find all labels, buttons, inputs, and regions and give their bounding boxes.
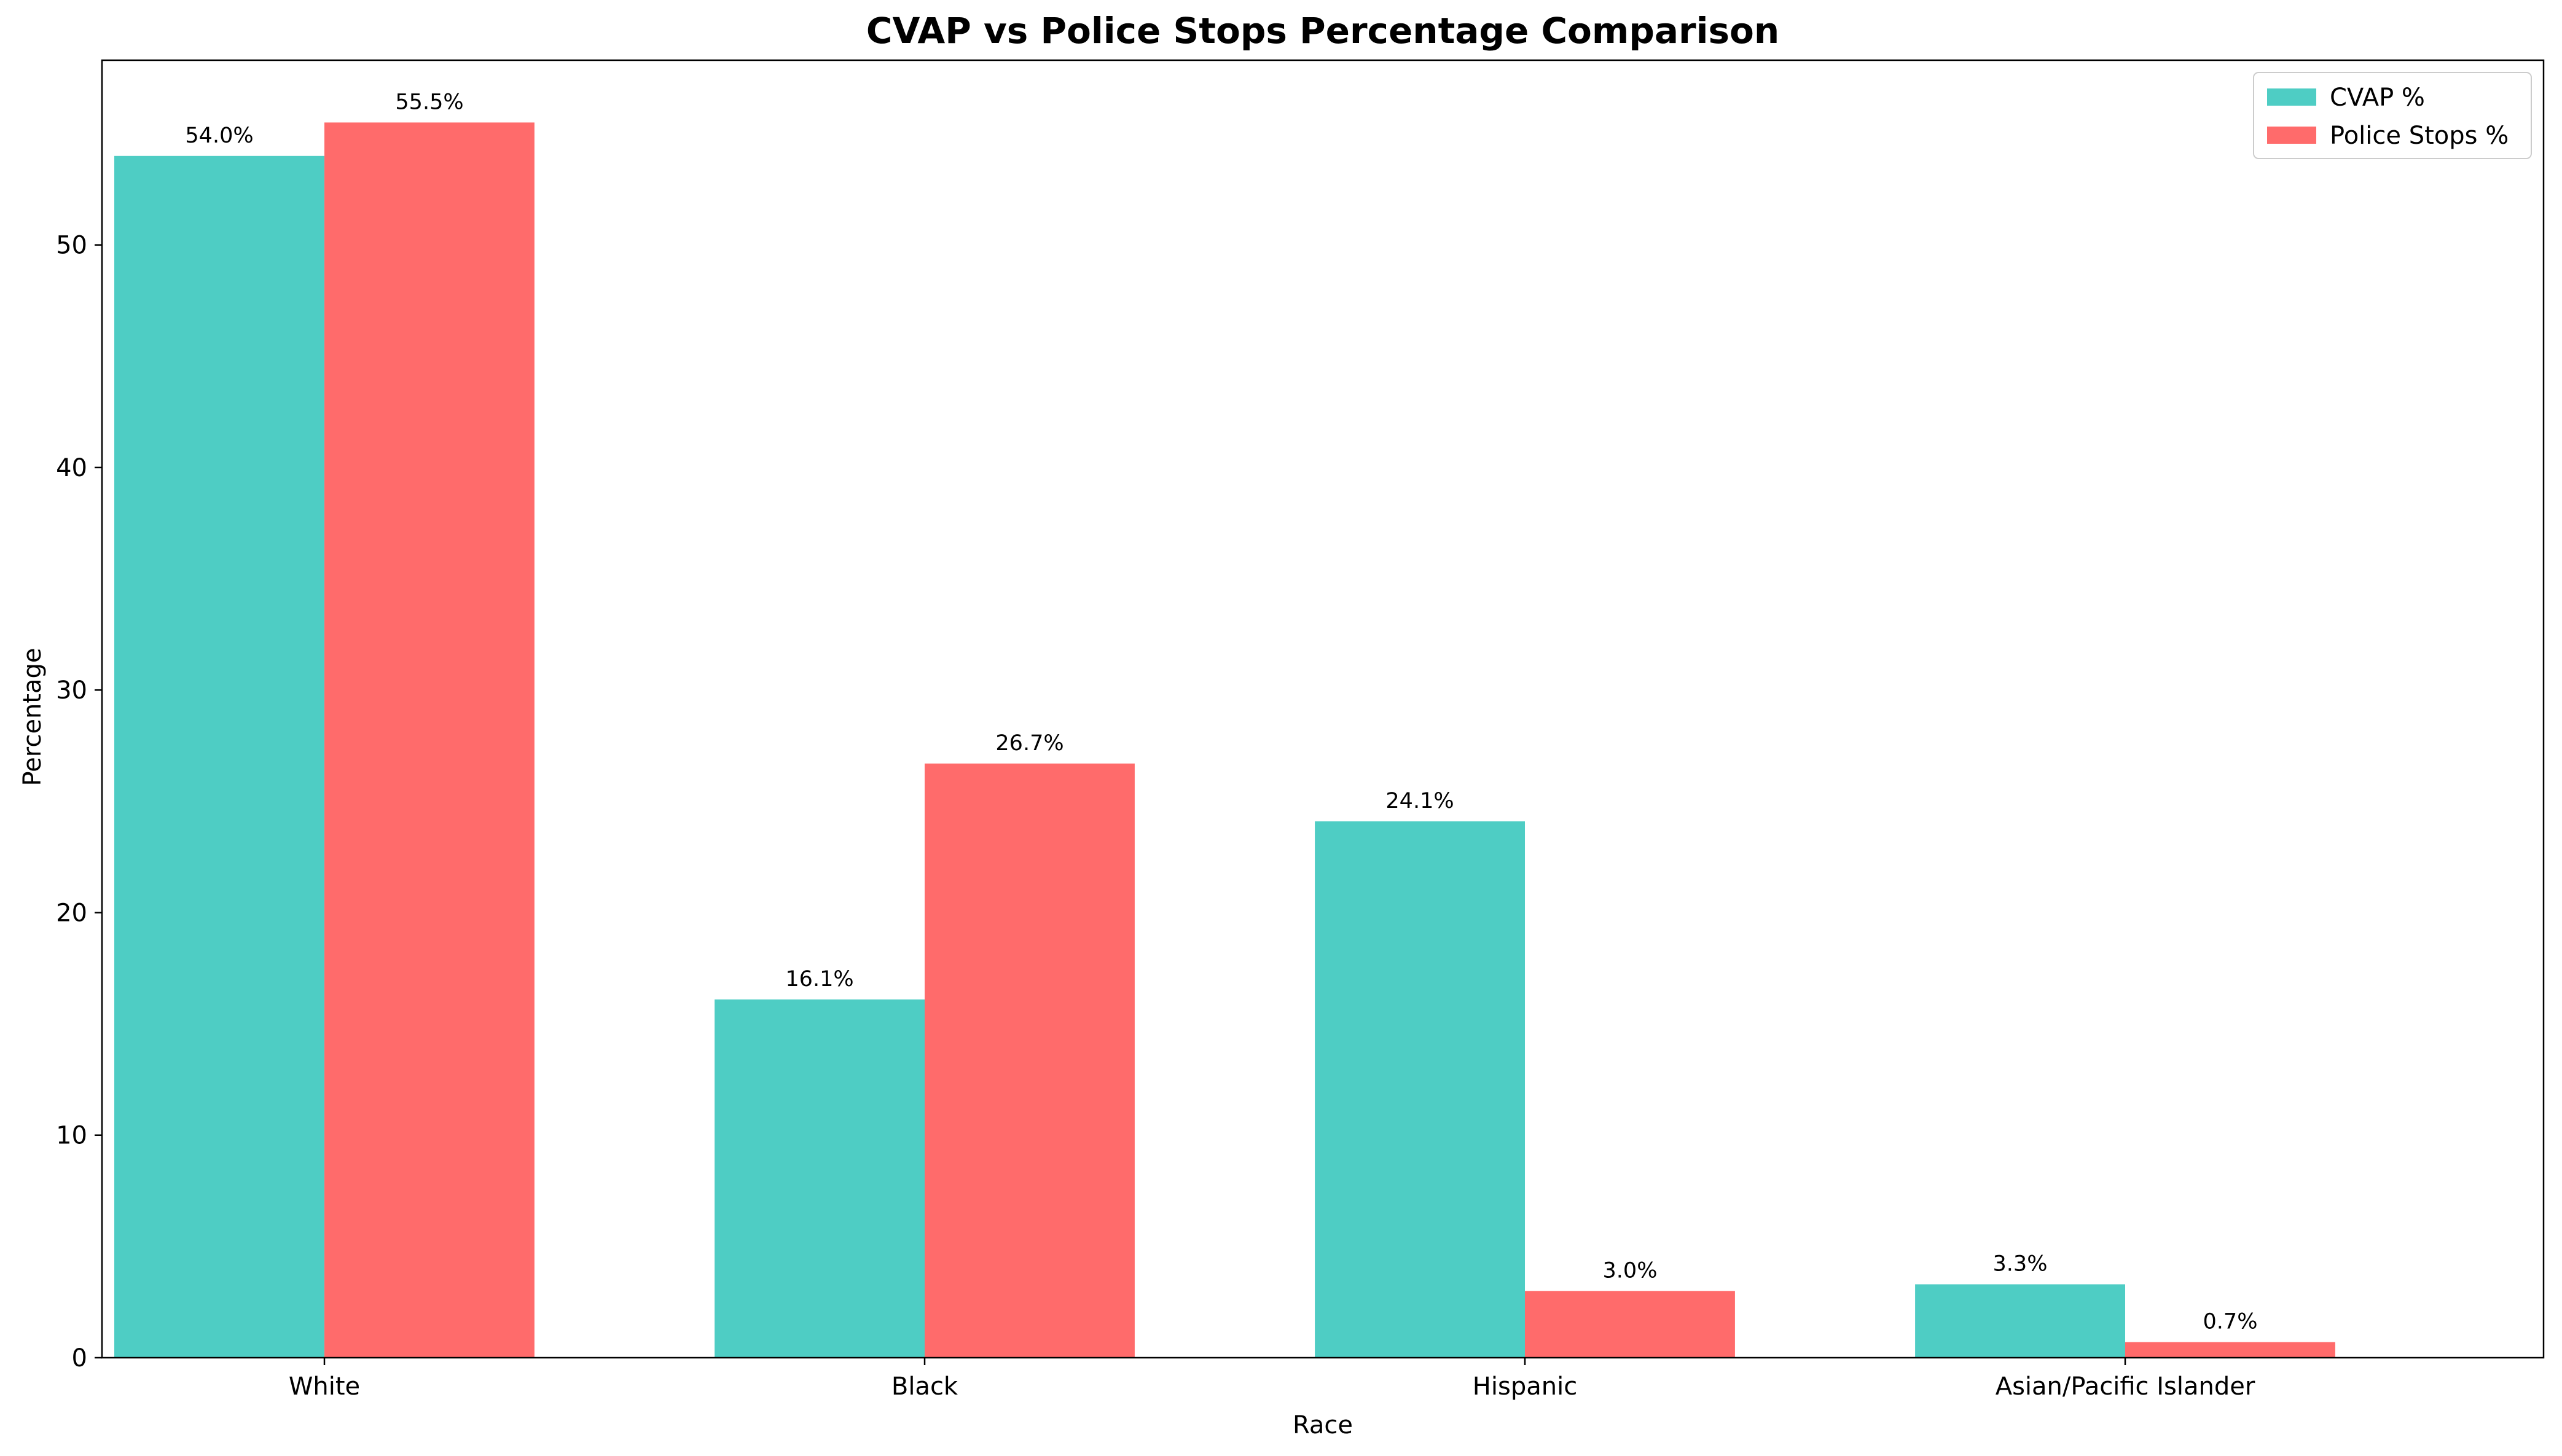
x-tick-label-3: Asian/Pacific Islander (1996, 1372, 2255, 1401)
y-tick-label-3: 30 (56, 676, 87, 705)
x-tick-label-2: Hispanic (1473, 1372, 1577, 1401)
data-label-cvap-1: 16.1% (785, 967, 853, 992)
bar-cvap-2 (1315, 821, 1525, 1358)
data-label-cvap-0: 54.0% (185, 123, 253, 148)
legend-label-cvap: CVAP % (2330, 84, 2425, 112)
plot-area: 54.0% 16.1% 24.1% 3.3% 55.5% 26.7% 3.0% 0.7% 0 10… (56, 59, 2545, 1401)
bar-police-stops-2 (1525, 1291, 1735, 1358)
legend: CVAP % Police Stops % (2253, 72, 2532, 159)
bar-police-stops-3 (2125, 1342, 2335, 1358)
legend-label-police-stops: Police Stops % (2330, 122, 2509, 150)
y-tick-label-1: 10 (56, 1122, 87, 1150)
legend-swatch-cvap (2267, 88, 2316, 106)
data-label-cvap-3: 3.3% (1993, 1252, 2048, 1277)
x-tick-label-0: White (289, 1372, 360, 1401)
bar-police-stops-1 (925, 763, 1135, 1358)
data-label-police-stops-0: 55.5% (395, 90, 463, 114)
y-tick-label-5: 50 (56, 232, 87, 260)
y-tick-label-2: 20 (56, 899, 87, 927)
y-axis-label: Percentage (18, 648, 47, 786)
bar-cvap-1 (715, 999, 925, 1358)
legend-box (2253, 72, 2532, 159)
data-label-cvap-2: 24.1% (1385, 789, 1454, 813)
y-tick-label-0: 0 (72, 1344, 87, 1372)
bar-police-stops-0 (324, 122, 535, 1358)
bar-cvap-3 (1915, 1284, 2125, 1358)
data-label-police-stops-1: 26.7% (995, 731, 1064, 756)
x-axis-label: Race (1293, 1411, 1353, 1439)
data-label-police-stops-3: 0.7% (2203, 1310, 2258, 1334)
y-tick-label-4: 40 (56, 454, 87, 482)
axes-frame (101, 59, 2545, 1359)
data-label-police-stops-2: 3.0% (1603, 1258, 1658, 1283)
bar-cvap-0 (114, 155, 324, 1358)
legend-swatch-police-stops (2267, 127, 2316, 144)
chart-title: CVAP vs Police Stops Percentage Comparis… (866, 10, 1779, 52)
x-tick-label-1: Black (891, 1372, 958, 1401)
